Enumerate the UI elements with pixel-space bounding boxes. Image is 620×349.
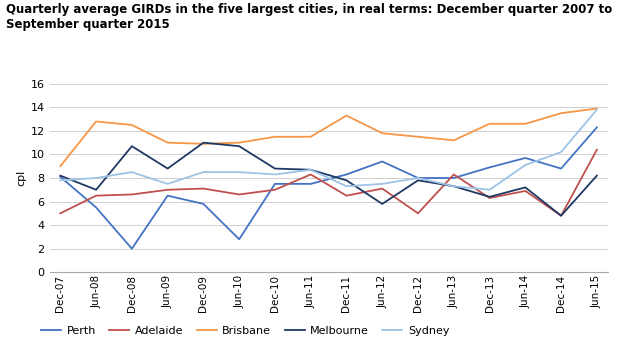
Sydney — [593, 107, 601, 112]
Brisbane — [236, 141, 243, 145]
Adelaide — [343, 194, 350, 198]
Brisbane — [56, 164, 64, 168]
Adelaide — [271, 188, 278, 192]
Sydney — [92, 176, 100, 180]
Perth — [92, 205, 100, 209]
Perth — [593, 125, 601, 129]
Melbourne — [343, 178, 350, 183]
Adelaide — [414, 211, 422, 215]
Perth — [236, 237, 243, 242]
Adelaide — [92, 194, 100, 198]
Adelaide — [521, 189, 529, 193]
Melbourne — [56, 173, 64, 178]
Adelaide — [307, 172, 314, 177]
Sydney — [164, 182, 171, 186]
Line: Sydney: Sydney — [60, 110, 597, 190]
Brisbane — [379, 131, 386, 135]
Perth — [271, 182, 278, 186]
Perth — [56, 175, 64, 179]
Perth — [557, 166, 565, 171]
Brisbane — [593, 106, 601, 111]
Melbourne — [92, 188, 100, 192]
Melbourne — [450, 184, 458, 188]
Perth — [414, 176, 422, 180]
Adelaide — [379, 186, 386, 191]
Perth — [164, 194, 171, 198]
Sydney — [128, 170, 136, 174]
Brisbane — [521, 122, 529, 126]
Legend: Perth, Adelaide, Brisbane, Melbourne, Sydney: Perth, Adelaide, Brisbane, Melbourne, Sy… — [37, 321, 454, 340]
Perth — [128, 246, 136, 251]
Sydney — [343, 184, 350, 188]
Melbourne — [521, 185, 529, 190]
Sydney — [414, 176, 422, 180]
Brisbane — [128, 123, 136, 127]
Adelaide — [236, 192, 243, 196]
Sydney — [379, 182, 386, 186]
Line: Melbourne: Melbourne — [60, 143, 597, 216]
Melbourne — [414, 178, 422, 183]
Perth — [307, 182, 314, 186]
Sydney — [521, 163, 529, 167]
Sydney — [271, 172, 278, 177]
Adelaide — [486, 196, 494, 200]
Line: Brisbane: Brisbane — [60, 109, 597, 166]
Melbourne — [236, 144, 243, 148]
Melbourne — [593, 173, 601, 178]
Brisbane — [414, 135, 422, 139]
Melbourne — [557, 214, 565, 218]
Y-axis label: cpl: cpl — [17, 170, 27, 186]
Perth — [200, 202, 207, 206]
Sydney — [557, 150, 565, 154]
Perth — [486, 165, 494, 170]
Sydney — [450, 184, 458, 188]
Melbourne — [200, 141, 207, 145]
Melbourne — [486, 195, 494, 199]
Sydney — [486, 188, 494, 192]
Line: Perth: Perth — [60, 127, 597, 248]
Line: Adelaide: Adelaide — [60, 150, 597, 216]
Brisbane — [164, 141, 171, 145]
Adelaide — [450, 172, 458, 177]
Adelaide — [200, 186, 207, 191]
Brisbane — [557, 111, 565, 115]
Sydney — [307, 168, 314, 172]
Perth — [343, 172, 350, 177]
Text: Quarterly average GIRDs in the five largest cities, in real terms: December quar: Quarterly average GIRDs in the five larg… — [6, 3, 613, 31]
Melbourne — [307, 168, 314, 172]
Brisbane — [271, 135, 278, 139]
Perth — [450, 176, 458, 180]
Sydney — [56, 178, 64, 183]
Adelaide — [56, 211, 64, 215]
Adelaide — [164, 188, 171, 192]
Melbourne — [271, 166, 278, 171]
Perth — [521, 156, 529, 160]
Sydney — [236, 170, 243, 174]
Melbourne — [379, 202, 386, 206]
Adelaide — [593, 148, 601, 152]
Adelaide — [557, 214, 565, 218]
Brisbane — [92, 119, 100, 124]
Melbourne — [164, 166, 171, 171]
Melbourne — [128, 144, 136, 148]
Brisbane — [200, 142, 207, 146]
Adelaide — [128, 192, 136, 196]
Sydney — [200, 170, 207, 174]
Brisbane — [486, 122, 494, 126]
Brisbane — [343, 113, 350, 118]
Perth — [379, 159, 386, 164]
Brisbane — [307, 135, 314, 139]
Brisbane — [450, 138, 458, 142]
